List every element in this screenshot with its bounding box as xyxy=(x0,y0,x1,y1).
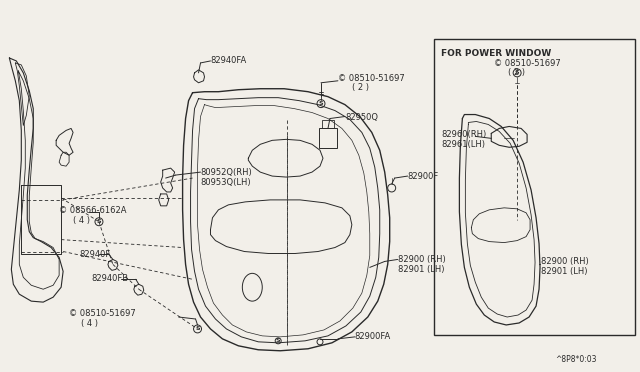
Text: S: S xyxy=(319,101,323,106)
Text: © 08510-51697: © 08510-51697 xyxy=(494,59,561,68)
Text: 80953Q(LH): 80953Q(LH) xyxy=(200,178,251,187)
Text: S: S xyxy=(515,70,520,76)
Bar xyxy=(322,121,334,128)
Text: 82960(RH): 82960(RH) xyxy=(442,131,487,140)
Text: ( 2 ): ( 2 ) xyxy=(352,83,369,92)
Bar xyxy=(319,128,337,148)
Text: 82900 (RH): 82900 (RH) xyxy=(541,257,589,266)
Text: 82900F: 82900F xyxy=(408,172,439,181)
Text: 82940FB: 82940FB xyxy=(91,274,128,283)
Text: FOR POWER WINDOW: FOR POWER WINDOW xyxy=(442,49,552,58)
Text: © 08566-6162A: © 08566-6162A xyxy=(59,206,127,215)
Text: 82900 (RH): 82900 (RH) xyxy=(397,256,445,264)
Text: S: S xyxy=(97,219,101,224)
Text: ( 4 ): ( 4 ) xyxy=(73,216,90,225)
Text: 82901 (LH): 82901 (LH) xyxy=(541,267,588,276)
Text: 82961(LH): 82961(LH) xyxy=(442,140,486,149)
Text: 82940F: 82940F xyxy=(79,250,110,259)
Text: © 08510-51697: © 08510-51697 xyxy=(338,74,404,83)
Text: 80952Q(RH): 80952Q(RH) xyxy=(200,168,252,177)
Text: S: S xyxy=(276,339,280,343)
Text: 82901 (LH): 82901 (LH) xyxy=(397,265,444,275)
Text: © 08510-51697: © 08510-51697 xyxy=(69,309,136,318)
Text: 82950Q: 82950Q xyxy=(345,113,378,122)
Text: ^8P8*0:03: ^8P8*0:03 xyxy=(555,355,596,364)
Bar xyxy=(433,39,635,335)
Text: S: S xyxy=(195,326,200,331)
Text: ( 4 ): ( 4 ) xyxy=(81,319,98,328)
Text: 82940FA: 82940FA xyxy=(211,56,247,65)
Text: ( 2 ): ( 2 ) xyxy=(508,68,525,77)
Text: 82900FA: 82900FA xyxy=(355,332,391,341)
